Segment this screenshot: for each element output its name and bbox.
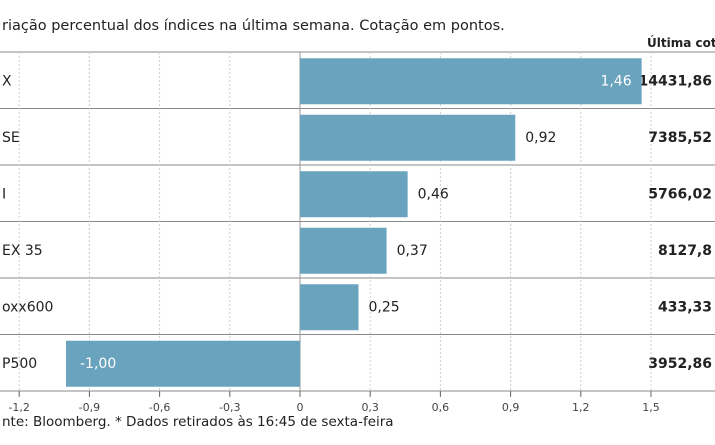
last-quote-value: 433,33 — [658, 299, 712, 315]
tick-label: 0 — [297, 401, 304, 414]
data-label: 0,25 — [369, 299, 400, 315]
bar — [300, 114, 516, 161]
chart-title: riação percentual dos índices na última … — [2, 18, 505, 34]
tick-label: -1,2 — [8, 401, 29, 414]
bar — [66, 340, 300, 387]
bar — [300, 227, 387, 274]
bar — [300, 284, 359, 331]
last-quote-value: 5766,02 — [648, 186, 712, 202]
rows-group: X 14431,86 SE 7385,52 I 5766,02 EX 35 8127,8 oxx… — [0, 51, 715, 395]
tick-label: 0,9 — [502, 401, 520, 414]
last-quote-value: 7385,52 — [648, 130, 712, 146]
tick-label: 0,3 — [361, 401, 379, 414]
category-label: EX 35 — [2, 243, 43, 259]
data-label: 0,46 — [418, 186, 449, 202]
tick-label: -0,6 — [149, 401, 170, 414]
last-quote-value: 3952,86 — [648, 356, 712, 372]
category-label: X — [2, 73, 12, 89]
category-label: SE — [2, 130, 20, 146]
tick-label: -0,9 — [79, 401, 100, 414]
data-label: 0,92 — [525, 130, 556, 146]
bars-group: 1,46 0,92 0,46 0,37 0,25 -1,00 — [66, 58, 642, 387]
tick-label: 0,6 — [432, 401, 450, 414]
data-label: -1,00 — [80, 356, 116, 372]
bar — [300, 171, 408, 218]
last-quote-value: 14431,86 — [638, 73, 712, 89]
bar — [300, 58, 642, 105]
data-label: 0,37 — [397, 243, 428, 259]
data-label: 1,46 — [600, 73, 631, 89]
category-label: oxx600 — [2, 299, 53, 315]
category-label: I — [2, 186, 6, 202]
tick-label: 1,2 — [572, 401, 590, 414]
tick-label: -0,3 — [219, 401, 240, 414]
category-label: P500 — [2, 356, 37, 372]
last-quote-header: Última cotaç — [647, 35, 715, 50]
source-note: nte: Bloomberg. * Dados retirados às 16:… — [2, 414, 394, 430]
tick-label: 1,5 — [642, 401, 660, 414]
x-axis: -1,2 -0,9 -0,6 -0,3 0 0,3 0,6 0,9 1,2 1,5 — [8, 391, 660, 414]
last-quote-value: 8127,8 — [658, 243, 712, 259]
